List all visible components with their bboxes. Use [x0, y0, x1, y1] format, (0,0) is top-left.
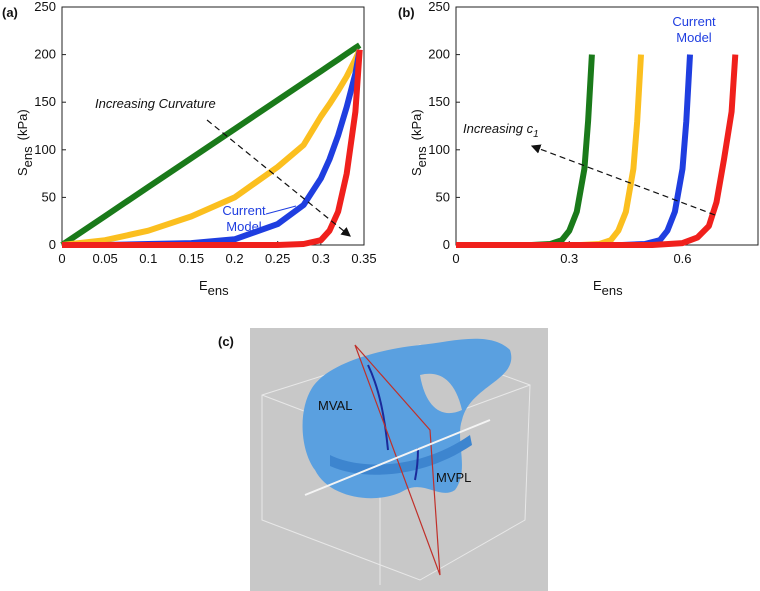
y-tick-label: 250	[34, 0, 56, 14]
data-line	[456, 54, 739, 248]
y-tick-label: 250	[428, 0, 450, 14]
annotation: Increasing c1	[463, 121, 539, 140]
label-rest: (kPa)	[409, 109, 424, 140]
image-label: MVPL	[436, 470, 471, 485]
y-tick-label: 100	[34, 142, 56, 157]
data-line	[456, 54, 595, 248]
data-line	[60, 42, 362, 248]
y-tick-label: 200	[428, 47, 450, 62]
panel-c-image	[250, 328, 548, 591]
panel-label: (a)	[2, 5, 18, 20]
annotation: Current	[222, 203, 266, 218]
y-tick-label: 50	[436, 189, 450, 204]
x-tick-label: 0	[452, 251, 459, 266]
label-main: S	[409, 167, 424, 176]
data-line	[62, 49, 363, 248]
annotation-main: Increasing c	[463, 121, 534, 136]
x-tick-label: 0.3	[312, 251, 330, 266]
axis-label: Sens (kPa)	[409, 109, 429, 176]
panel-label: (b)	[398, 5, 415, 20]
panel-label: (c)	[218, 334, 234, 349]
axis-label: Eens	[593, 278, 623, 298]
annotation-arrow	[206, 119, 351, 237]
label-sub: ens	[602, 283, 623, 298]
x-tick-label: 0.05	[92, 251, 117, 266]
data-line	[456, 54, 644, 248]
y-tick-label: 0	[443, 237, 450, 252]
label-sub: ens	[414, 146, 429, 167]
y-tick-label: 150	[428, 94, 450, 109]
x-tick-label: 0.2	[226, 251, 244, 266]
x-tick-label: 0.35	[351, 251, 376, 266]
x-tick-label: 0.6	[673, 251, 691, 266]
data-line	[61, 48, 363, 248]
x-tick-label: 0.25	[265, 251, 290, 266]
x-tick-label: 0.1	[139, 251, 157, 266]
y-tick-label: 150	[34, 94, 56, 109]
annotation: Increasing Curvature	[95, 96, 216, 111]
annotation-sub: 1	[533, 129, 539, 140]
label-sub: ens	[208, 283, 229, 298]
annotation-pointer	[265, 205, 297, 215]
y-tick-label: 50	[42, 189, 56, 204]
x-tick-label: 0.3	[560, 251, 578, 266]
label-rest: (kPa)	[15, 109, 30, 140]
annotation-arrow	[530, 144, 716, 216]
annotation: Model	[676, 30, 712, 45]
annotation: Current	[672, 14, 716, 29]
label-sub: ens	[20, 146, 35, 167]
label-main: E	[199, 278, 208, 293]
y-tick-label: 200	[34, 47, 56, 62]
axis-label: Sens (kPa)	[15, 109, 35, 176]
label-main: S	[15, 167, 30, 176]
y-tick-label: 0	[49, 237, 56, 252]
annotation: Model	[226, 219, 262, 234]
label-main: E	[593, 278, 602, 293]
axis-label: Eens	[199, 278, 229, 298]
image-label: MVAL	[318, 398, 352, 413]
x-tick-label: 0	[58, 251, 65, 266]
x-tick-label: 0.15	[179, 251, 204, 266]
y-tick-label: 100	[428, 142, 450, 157]
